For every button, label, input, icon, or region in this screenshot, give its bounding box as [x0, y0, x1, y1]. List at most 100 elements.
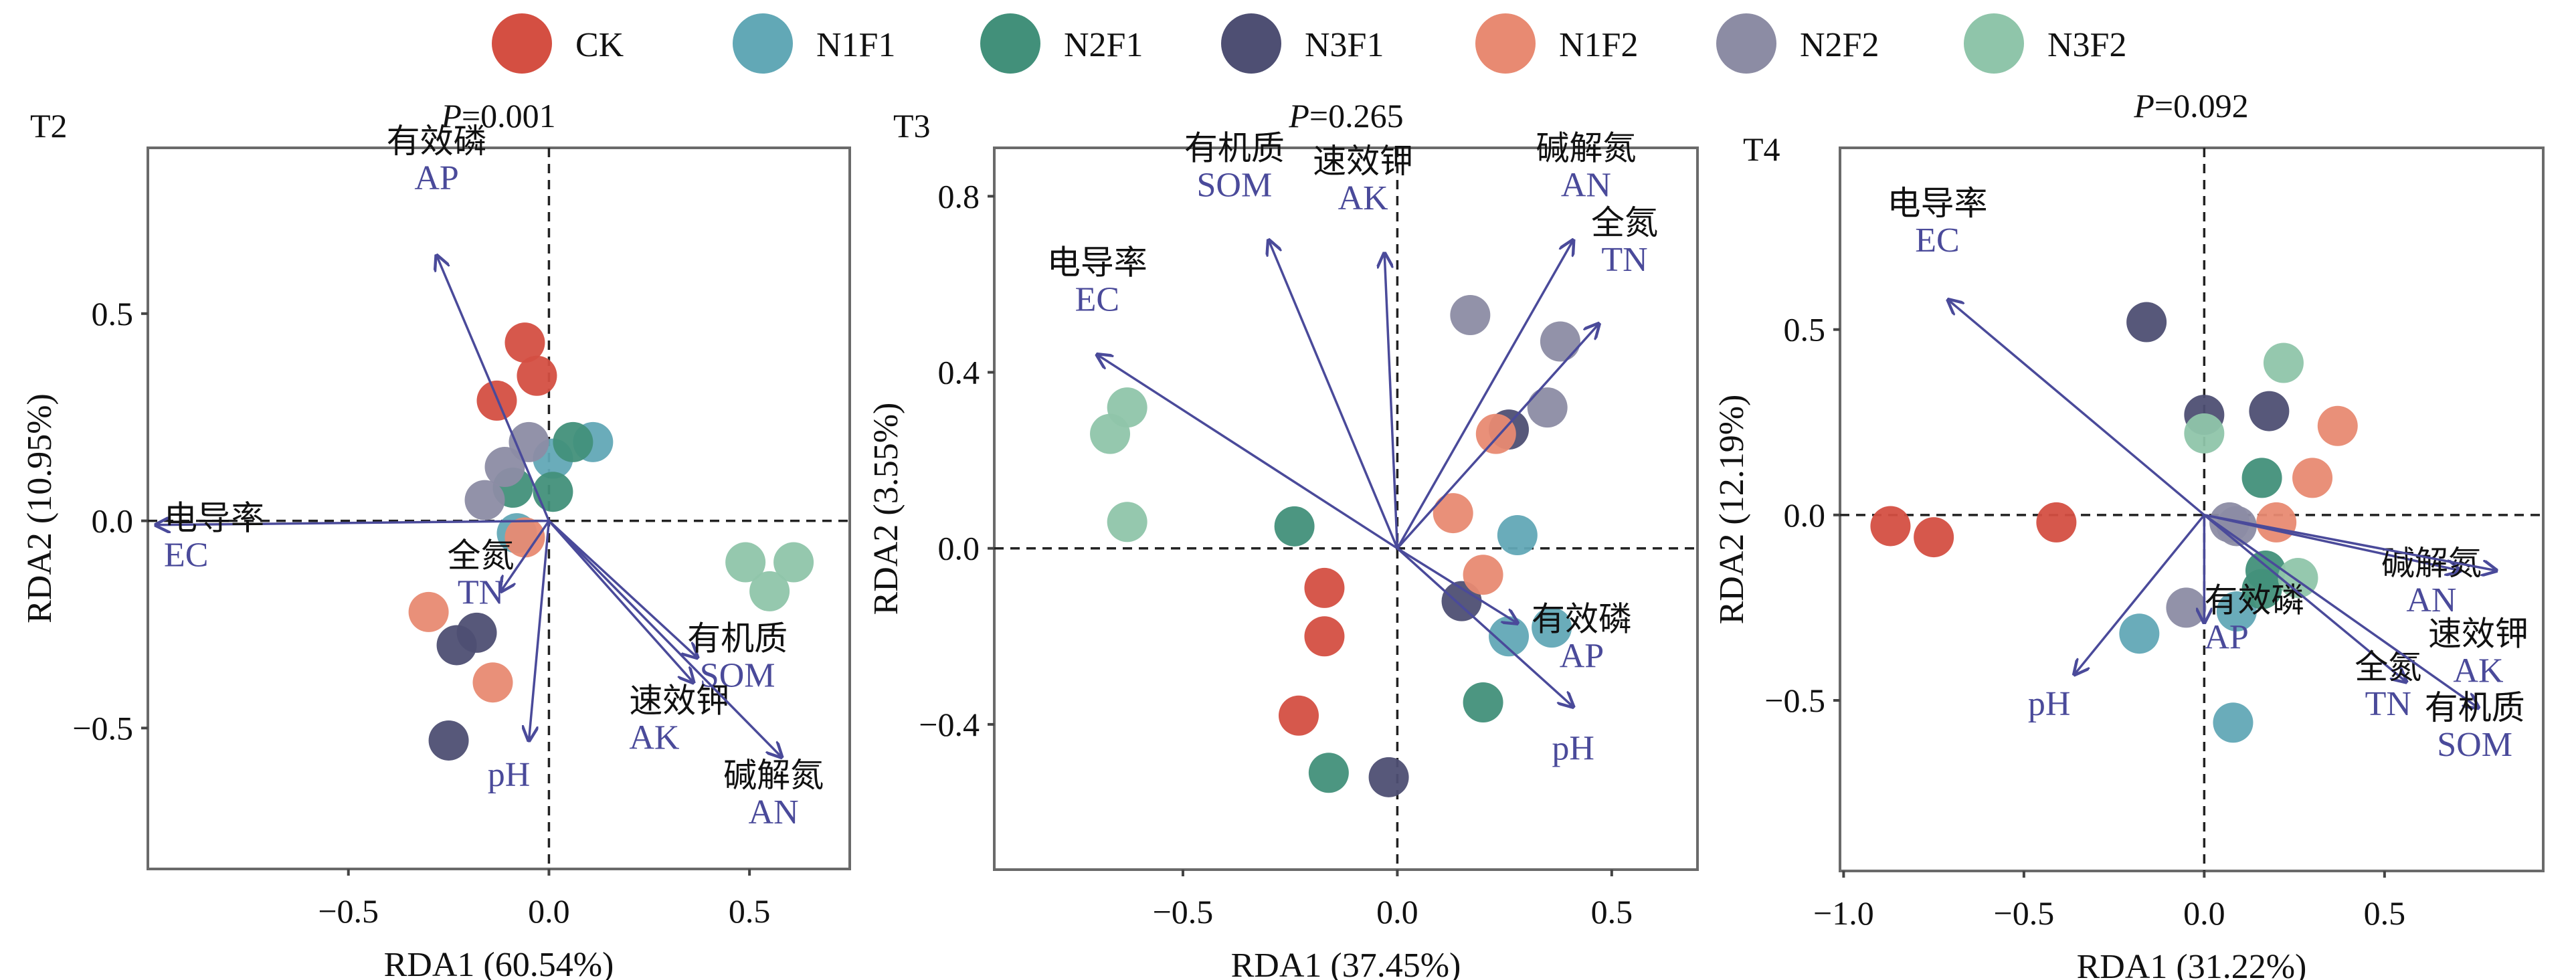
- point-n1f2-1: [2317, 405, 2358, 446]
- y-tick-label: −0.4: [919, 706, 980, 743]
- point-n2f1-1: [2241, 458, 2282, 498]
- legend-marker: [1716, 13, 1776, 74]
- legend-marker: [980, 13, 1040, 74]
- vector-label-cn-ak: 速效钾: [2428, 614, 2528, 653]
- vector-arrow-tn: [500, 520, 550, 591]
- y-tick-label: 0.5: [1784, 311, 1826, 349]
- point-ck-2: [1304, 616, 1345, 657]
- panel-t3: T3 P=0.265 −0.5 0.0 0.5 −0.4 0.0 0.4 0.8 RDA1 (37…: [867, 97, 1699, 980]
- sample-points: [1090, 295, 1580, 797]
- vector-label-ak: AK: [1338, 179, 1389, 217]
- vector-arrow-ph: [2074, 514, 2205, 674]
- legend-item-n1f2: N1F2: [1475, 13, 1638, 74]
- legend-item-n1f1: N1F1: [733, 13, 895, 74]
- y-tick-label: 0.0: [92, 502, 134, 540]
- vector-label-cn-tn: 全氮: [1591, 203, 1658, 242]
- x-tick-label: −1.0: [1813, 894, 1874, 932]
- legend-label: N3F2: [2047, 26, 2126, 64]
- vector-label-cn-tn: 全氮: [2355, 648, 2421, 686]
- legend-label: N1F1: [816, 26, 895, 64]
- sample-points: [1870, 302, 2358, 743]
- point-n1f2-1: [1475, 413, 1516, 454]
- panel-title: P=0.001: [440, 97, 555, 134]
- y-tick-label: 0.0: [1784, 496, 1826, 534]
- point-n1f2-1: [504, 517, 545, 558]
- point-n2f1-3: [2241, 569, 2282, 609]
- x-axis-label: RDA1 (60.54%): [384, 946, 614, 980]
- legend-marker: [1964, 13, 2024, 74]
- legend-label: CK: [575, 26, 624, 64]
- point-n3f2-2: [1090, 413, 1131, 454]
- point-n2f2-3: [2209, 502, 2250, 543]
- x-tick-label: 0.5: [729, 892, 771, 930]
- vector-label-ak: AK: [2453, 652, 2504, 690]
- legend-item-ck: CK: [492, 13, 624, 74]
- vector-label-cn-ap: 有效磷: [387, 122, 487, 161]
- point-ck-1: [1304, 567, 1345, 608]
- vector-arrow-an: [1396, 240, 1573, 549]
- vector-label-cn-an: 碱解氮: [2381, 544, 2482, 583]
- point-n3f2-2: [773, 542, 814, 583]
- point-ck-1: [504, 322, 545, 363]
- y-axis-label: RDA2 (3.55%): [867, 403, 905, 615]
- title-p-value: =0.001: [462, 97, 556, 134]
- vector-label-ph: pH: [2028, 685, 2071, 723]
- vector-label-ec: EC: [1075, 280, 1119, 318]
- vector-arrow-ap: [1396, 547, 1517, 623]
- vector-label-cn-ap: 有效磷: [1532, 599, 1632, 638]
- panel-tag: T3: [893, 107, 931, 144]
- vector-arrow-an: [548, 520, 781, 757]
- point-n2f1-1: [1274, 506, 1315, 547]
- vector-label-cn-ap: 有效磷: [2204, 581, 2304, 619]
- point-n1f1-2: [1489, 616, 1530, 657]
- vector-label-ph: pH: [1552, 730, 1594, 768]
- vector-arrow-ec: [1948, 300, 2205, 516]
- point-n3f1-3: [2249, 391, 2290, 431]
- point-n2f2-2: [1540, 321, 1580, 362]
- vector-label-cn-som: 有机质: [687, 619, 788, 658]
- legend-item-n2f2: N2F2: [1716, 13, 1879, 74]
- vector-arrow-ak: [1384, 254, 1399, 549]
- point-n2f2-3: [464, 480, 505, 520]
- point-n2f2-2: [484, 447, 525, 488]
- point-n1f2-3: [472, 662, 513, 703]
- vector-label-cn-an: 碱解氮: [1536, 128, 1636, 167]
- legend-label: N2F2: [1800, 26, 1879, 64]
- panel-tag: T2: [30, 107, 68, 144]
- panel-tag: T4: [1743, 130, 1780, 168]
- legend-marker: [1475, 13, 1536, 74]
- vector-label-ec: EC: [164, 536, 208, 575]
- vector-label-tn: TN: [458, 573, 504, 611]
- point-n1f2-2: [1433, 493, 1473, 534]
- point-n2f1-2: [533, 472, 573, 512]
- x-tick-label: 0.0: [528, 892, 570, 930]
- x-tick-label: −0.5: [1994, 894, 2055, 932]
- vector-label-an: AN: [2406, 581, 2456, 619]
- point-ck-2: [517, 355, 557, 396]
- vector-label-ec: EC: [1915, 221, 1959, 260]
- vector-label-an: AN: [749, 793, 799, 831]
- vector-arrow-som: [2203, 514, 2478, 708]
- x-tick-label: 0.0: [1376, 893, 1418, 930]
- point-n1f1-1: [2119, 613, 2160, 654]
- vector-arrow-som: [1269, 240, 1399, 549]
- point-n3f2-3: [1107, 502, 1147, 543]
- point-ck-2: [1914, 517, 1954, 558]
- vector-label-som: SOM: [2437, 726, 2512, 764]
- point-n1f2-3: [1463, 555, 1503, 595]
- legend-label: N3F1: [1305, 26, 1384, 64]
- plot-frame: [993, 146, 1699, 871]
- x-axis-label: RDA1 (37.45%): [1231, 947, 1461, 980]
- panel-t4: T4 P=0.092 −1.0 −0.5 0.0 0.5 −0.5 0.0 0.5 RDA1 (3…: [1713, 87, 2545, 980]
- vector-arrow-ph: [529, 520, 551, 741]
- legend-marker: [1221, 13, 1281, 74]
- point-n3f1-1: [2126, 302, 2167, 342]
- x-tick-label: 0.5: [1591, 893, 1633, 930]
- title-p-symbol: P: [2133, 87, 2154, 124]
- vector-label-ph: pH: [488, 756, 531, 794]
- x-axis-label: RDA1 (31.22%): [2077, 948, 2307, 980]
